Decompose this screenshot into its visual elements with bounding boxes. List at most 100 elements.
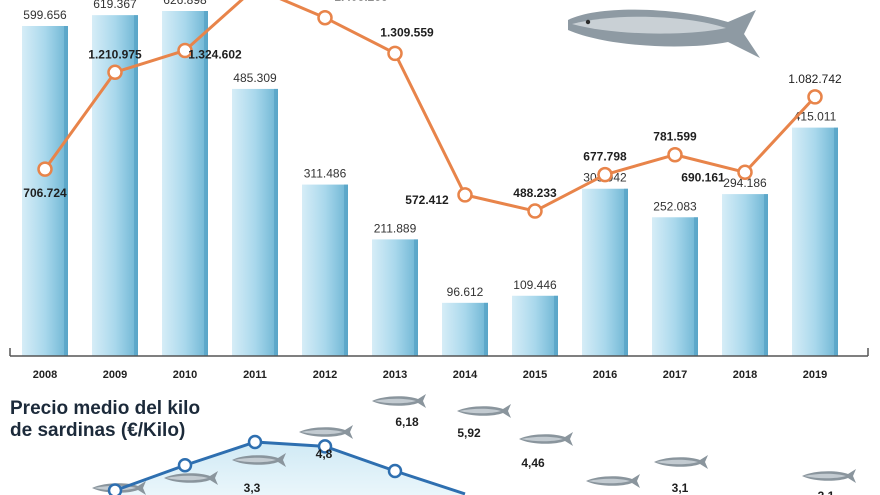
sardine-icon-7 (519, 432, 573, 446)
fish-illustration (568, 9, 760, 58)
line-label-2017: 781.599 (653, 130, 697, 144)
bar-shade-2014 (484, 302, 488, 356)
bar-shade-2019 (834, 127, 838, 356)
bar-shade-2011 (274, 88, 278, 356)
bar-label-2012: 311.486 (304, 167, 347, 181)
sardine-belly (374, 398, 416, 404)
x-tick-2008: 2008 (33, 369, 57, 381)
sardine-icon-10 (802, 469, 856, 483)
bar-2014 (442, 302, 488, 356)
line-point-2018 (737, 164, 753, 181)
price-label-5: 4,46 (521, 456, 545, 470)
line-label-2018: 690.161 (681, 170, 725, 184)
x-tick-2013: 2013 (383, 369, 407, 381)
bar-2019 (792, 127, 838, 356)
sardine-belly (804, 473, 846, 479)
bar-2015 (512, 295, 558, 356)
bar-2018 (722, 194, 768, 356)
bar-label-2015: 109.446 (513, 278, 557, 292)
sardine-icon-4 (299, 425, 353, 439)
bar-2017 (652, 217, 698, 356)
sardine-belly (656, 459, 698, 465)
line-label-2013: 1.309.559 (380, 25, 434, 39)
sardine-belly (459, 408, 501, 414)
price-label-4: 5,92 (457, 426, 481, 440)
line-point-2016 (597, 166, 613, 183)
line-point-2012 (317, 9, 333, 26)
bar-label-2013: 211.889 (374, 221, 417, 235)
bar-label-2011: 485.309 (233, 71, 277, 85)
line-point-2017 (667, 146, 683, 163)
landings-line (43, 0, 817, 213)
line-label-2010: 1.324.602 (188, 47, 242, 61)
bar-shade-2012 (344, 184, 348, 356)
bar-label-2014: 96.612 (447, 285, 484, 299)
price-point-1 (107, 483, 123, 495)
sardine-belly (234, 457, 276, 463)
line-point-2015 (527, 203, 543, 219)
line-label-2016: 677.798 (583, 150, 627, 164)
x-tick-2009: 2009 (103, 369, 127, 381)
bar-shade-2016 (624, 188, 628, 356)
x-tick-2010: 2010 (173, 369, 197, 381)
sardine-icon-8 (586, 474, 640, 488)
line-label-2012: 1.495.233 (334, 0, 388, 4)
price-chart-title: Precio medio del kilo de sardinas (€/Kil… (10, 398, 200, 442)
bar-shade-2009 (134, 15, 138, 356)
bar-shade-2018 (764, 194, 768, 356)
line-point-2008 (37, 161, 53, 177)
price-label-1: 3,3 (244, 481, 261, 495)
bar-2016 (582, 188, 628, 356)
sardine-belly (588, 478, 630, 484)
sardine-icon-2 (164, 471, 218, 485)
price-area (115, 442, 465, 495)
line-point-2009 (107, 64, 123, 81)
bar-label-2009: 619.367 (93, 0, 137, 11)
line-label-2019: 1.082.742 (788, 72, 842, 86)
line-label-2008: 706.724 (23, 186, 67, 200)
fish-eye (585, 19, 591, 25)
sardine-icon-9 (654, 455, 708, 469)
sardine-belly (301, 429, 343, 435)
price-point-3 (247, 434, 263, 450)
x-tick-2015: 2015 (523, 369, 547, 381)
line-label-2015: 488.233 (513, 186, 557, 200)
bar-shade-2010 (204, 11, 208, 356)
price-label-6: 3,1 (672, 481, 689, 495)
sardine-icon-5 (372, 394, 426, 408)
bar-label-2018: 294.186 (723, 176, 767, 190)
bar-2013 (372, 239, 418, 356)
bar-label-2017: 252.083 (653, 199, 697, 213)
line-label-2014: 572.412 (405, 193, 449, 207)
fish-belly (572, 16, 726, 34)
x-tick-2012: 2012 (313, 369, 337, 381)
x-tick-2018: 2018 (733, 369, 757, 381)
sardine-belly (521, 436, 563, 442)
bar-2008 (22, 25, 68, 356)
bar-2011 (232, 88, 278, 356)
line-point-2010 (177, 42, 193, 59)
bar-shade-2015 (554, 295, 558, 356)
bar-shade-2013 (414, 239, 418, 356)
bar-label-2010: 626.898 (163, 0, 207, 7)
x-tick-2011: 2011 (243, 369, 267, 381)
x-tick-2019: 2019 (803, 369, 827, 381)
sardine-icon-6 (457, 404, 511, 418)
price-label-2: 4,8 (316, 447, 333, 461)
price-title-line-2: de sardinas (€/Kilo) (10, 420, 186, 441)
bar-label-2019: 415.011 (794, 110, 837, 124)
line-point-2014 (457, 187, 473, 203)
bar-label-2008: 599.656 (23, 8, 67, 22)
x-tick-2014: 2014 (453, 369, 478, 381)
bar-shade-2008 (64, 25, 68, 356)
fish-body (568, 9, 760, 58)
line-label-2009: 1.210.975 (88, 47, 142, 61)
price-label-trailing: 3,1 (818, 489, 835, 495)
price-line (114, 440, 466, 495)
price-title-line-1: Precio medio del kilo (10, 398, 201, 419)
price-point-2 (177, 458, 193, 473)
bar-2010 (162, 11, 208, 356)
x-tick-2016: 2016 (593, 369, 617, 381)
bar-shade-2017 (694, 217, 698, 356)
